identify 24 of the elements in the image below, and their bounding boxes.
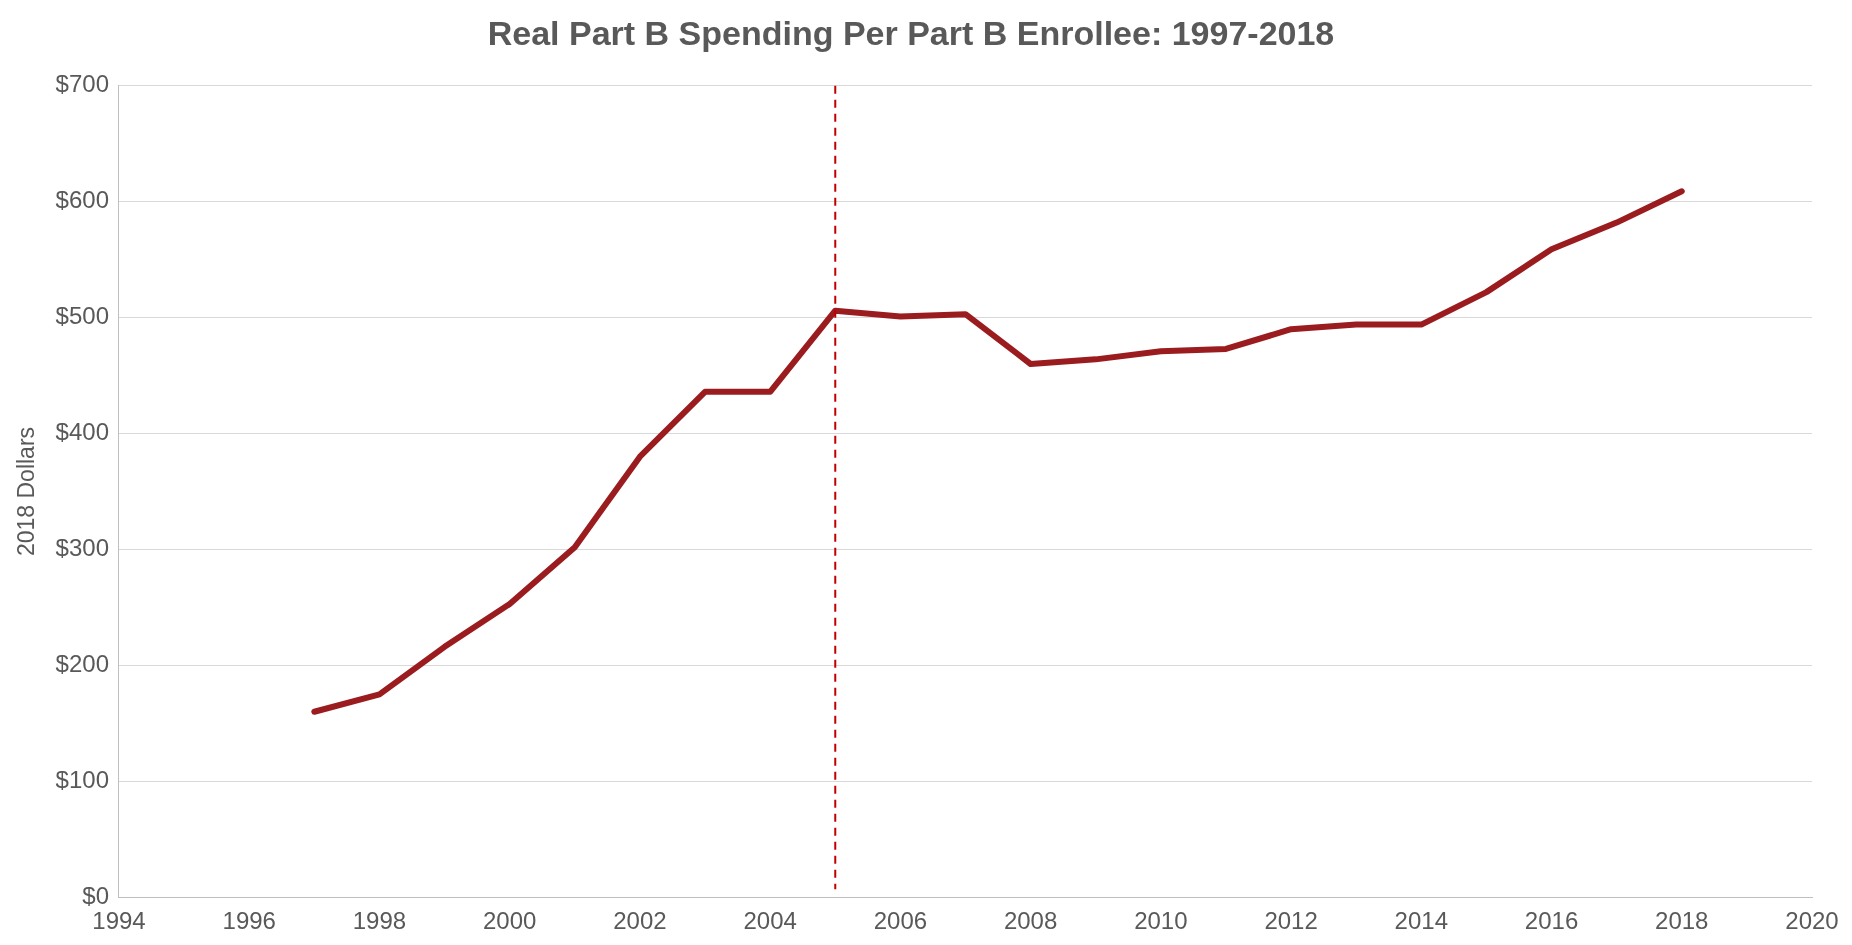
y-tick-label: $600 [55,186,109,214]
x-tick-label: 2000 [482,907,537,935]
x-tick-label: 2016 [1524,907,1579,935]
y-tick-label: $100 [55,765,109,793]
x-tick-label: 2008 [1003,907,1058,935]
y-tick-label: $400 [55,418,109,446]
x-tick-label: 1994 [92,907,146,935]
y-tick-label: $0 [82,881,109,909]
x-tick-label: 2004 [743,907,797,935]
x-tick-label: 2018 [1655,907,1709,935]
y-tick-label: $500 [55,302,109,330]
y-axis-title: 2018 Dollars [13,426,40,557]
x-tick-label: 1998 [352,907,407,935]
y-tick-label: $700 [55,70,109,98]
x-tick-label: 2020 [1785,907,1839,935]
x-tick-label: 2012 [1264,907,1318,935]
x-tick-label: 2006 [873,907,928,935]
x-tick-label: 2002 [613,907,667,935]
x-tick-label: 2010 [1134,907,1188,935]
chart-title: Real Part B Spending Per Part B Enrollee: 1997-2018 [487,13,1335,52]
x-tick-label: 2014 [1394,907,1448,935]
x-tick-label: 1996 [222,907,276,935]
y-tick-label: $300 [55,534,109,562]
y-tick-label: $200 [55,650,109,677]
